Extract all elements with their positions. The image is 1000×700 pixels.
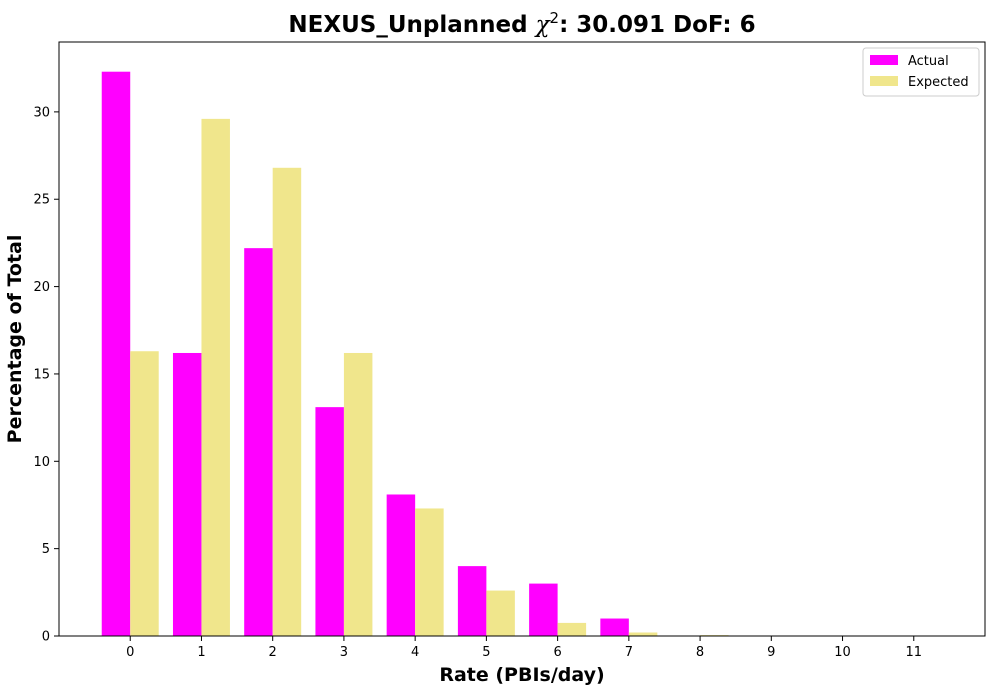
y-tick-label: 30 (33, 105, 50, 120)
y-tick-label: 5 (42, 542, 50, 557)
bar-expected-6 (557, 622, 587, 636)
y-tick-label: 20 (33, 280, 50, 295)
plot-frame (58, 41, 986, 637)
bar-actual-2 (244, 248, 273, 636)
bar-actual-7 (600, 618, 629, 636)
x-tick-label: 10 (834, 645, 851, 660)
x-tick-label: 2 (269, 645, 277, 660)
legend-label-expected: Expected (908, 75, 969, 90)
legend: Actual Expected (862, 47, 980, 97)
bar-expected-4 (415, 508, 444, 636)
y-tick-label: 0 (42, 630, 50, 645)
bar-expected-2 (272, 167, 302, 637)
x-tick-label: 5 (482, 645, 490, 660)
x-axis-label: Rate (PBIs/day) (439, 664, 604, 686)
x-tick-label: 0 (126, 645, 134, 660)
x-tick-label: 1 (197, 645, 205, 660)
bar-actual-1 (172, 352, 202, 636)
legend-swatch-actual (870, 55, 898, 65)
bar-expected-3 (343, 352, 373, 636)
legend-swatch-expected (870, 76, 898, 86)
y-tick-label: 10 (33, 455, 50, 470)
y-axis-label: Percentage of Total (4, 235, 26, 444)
x-tick-label: 9 (767, 645, 775, 660)
legend-label-actual: Actual (908, 54, 949, 69)
y-ticks: 0 5 10 15 20 25 30 (33, 105, 59, 645)
bar-expected-5 (486, 590, 515, 636)
bar-expected-0 (130, 351, 159, 636)
bar-actual-3 (315, 407, 344, 636)
bar-expected-1 (201, 118, 230, 637)
bars-group (101, 71, 800, 637)
bar-actual-4 (386, 494, 416, 636)
bar-actual-0 (101, 71, 131, 636)
x-tick-label: 6 (553, 645, 561, 660)
x-tick-label: 11 (905, 645, 922, 660)
y-tick-label: 25 (33, 193, 50, 208)
bar-expected-7 (628, 632, 658, 636)
bar-actual-5 (457, 566, 487, 636)
x-tick-label: 8 (696, 645, 704, 660)
x-tick-label: 7 (625, 645, 633, 660)
x-tick-label: 3 (340, 645, 348, 660)
x-ticks: 0 1 2 3 4 5 6 7 8 9 10 11 (126, 636, 922, 660)
y-tick-label: 15 (33, 367, 50, 382)
bar-actual-6 (529, 583, 558, 636)
x-tick-label: 4 (411, 645, 419, 660)
chart-title: NEXUS_Unplanned χ2: 30.091 DoF: 6 (288, 9, 755, 38)
